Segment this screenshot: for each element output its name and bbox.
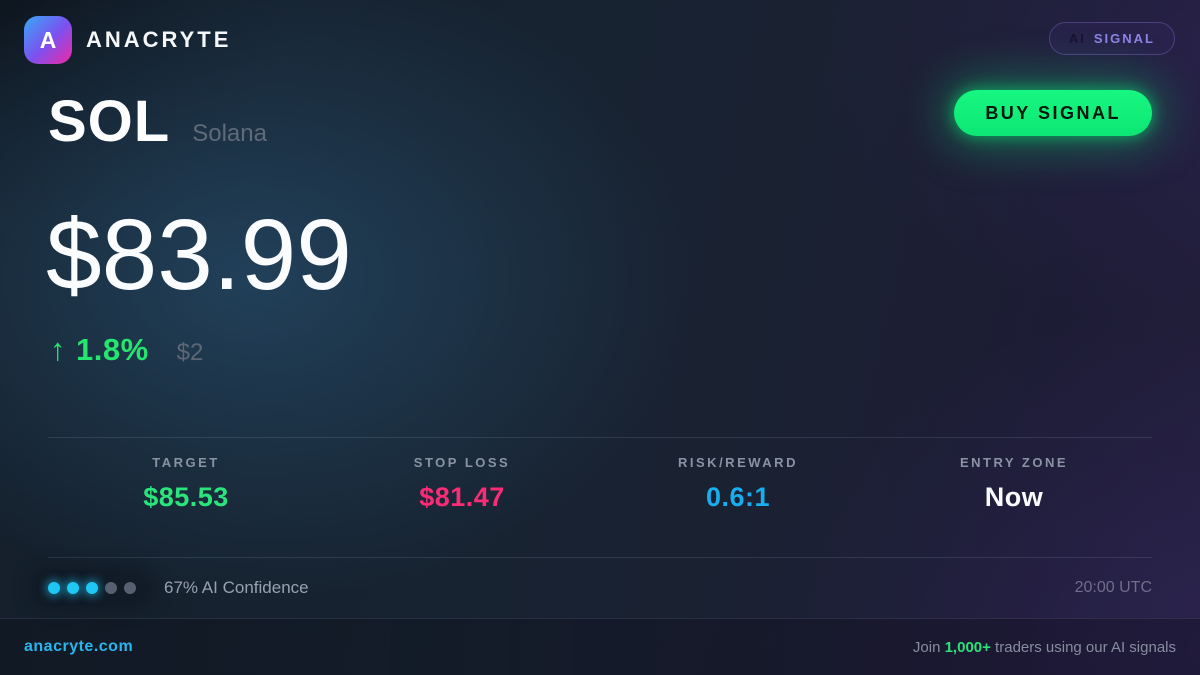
- confidence-label: 67% AI Confidence: [164, 577, 309, 597]
- asset-title: SOL Solana: [48, 88, 267, 155]
- confidence-dots: [38, 573, 146, 602]
- up-arrow-icon: ↑: [50, 332, 66, 367]
- confidence-dot: [67, 581, 79, 594]
- stat-label: TARGET: [152, 455, 220, 470]
- stat-value: $81.47: [419, 482, 505, 512]
- brand-name: ANACRYTE: [86, 27, 232, 52]
- price-change: ↑ 1.8%: [50, 332, 149, 368]
- change-percent: 1.8%: [76, 332, 149, 367]
- badge-prefix: AI: [1068, 31, 1086, 46]
- buy-signal-button[interactable]: BUY SIGNAL: [954, 90, 1152, 136]
- website-link[interactable]: anacryte.com: [24, 638, 134, 655]
- divider: [48, 437, 1152, 438]
- footer: anacryte.com Join 1,000+ traders using o…: [0, 618, 1200, 675]
- brand-logo-icon: A: [24, 16, 72, 64]
- asset-name: Solana: [192, 120, 267, 147]
- footer-cta: Join 1,000+ traders using our AI signals: [913, 639, 1176, 656]
- stat-risk-reward: RISK/REWARD 0.6:1: [600, 455, 876, 513]
- cta-highlight: 1,000+: [944, 638, 991, 656]
- cta-suffix: traders using our AI signals: [990, 638, 1176, 656]
- ai-signal-badge: AI SIGNAL: [1048, 22, 1175, 55]
- logo-letter: A: [39, 26, 57, 53]
- price-change-row: ↑ 1.8% $2: [50, 332, 203, 368]
- badge-label: SIGNAL: [1093, 31, 1155, 46]
- asset-symbol: SOL: [48, 89, 171, 154]
- stat-entry-zone: ENTRY ZONE Now: [876, 455, 1152, 513]
- divider: [48, 557, 1152, 558]
- header: A ANACRYTE: [24, 16, 231, 64]
- confidence-dot: [86, 581, 98, 594]
- confidence-dot: [48, 581, 60, 594]
- confidence-row: 67% AI Confidence 20:00 UTC: [0, 558, 1200, 617]
- change-absolute: $2: [176, 339, 204, 366]
- stat-target: TARGET $85.53: [48, 455, 324, 513]
- stat-value: $85.53: [143, 482, 229, 512]
- stats-row: TARGET $85.53 STOP LOSS $81.47 RISK/REWA…: [48, 455, 1152, 513]
- stat-value: Now: [984, 482, 1044, 512]
- confidence-dot: [105, 581, 117, 594]
- cta-prefix: Join: [912, 638, 945, 656]
- stat-value: 0.6:1: [705, 482, 771, 512]
- stat-label: STOP LOSS: [413, 455, 511, 470]
- confidence-dot: [124, 581, 136, 594]
- stat-label: ENTRY ZONE: [959, 455, 1069, 470]
- signal-time: 20:00 UTC: [1074, 578, 1152, 596]
- stat-stop-loss: STOP LOSS $81.47: [324, 455, 600, 513]
- stat-label: RISK/REWARD: [678, 455, 798, 470]
- current-price: $83.99: [46, 199, 352, 311]
